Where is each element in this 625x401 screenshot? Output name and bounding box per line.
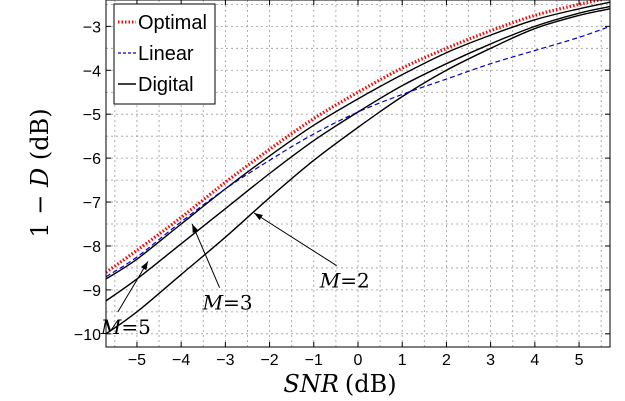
y-tick-labels: −10 −9 −8 −7 −6 −5 −4 −3	[74, 19, 101, 343]
legend-label-optimal: Optimal	[138, 12, 207, 34]
annotation-label-m3: M=3	[202, 291, 253, 315]
x-tick-label: 2	[442, 352, 451, 369]
y-axis-title: 1 − D (dB)	[26, 108, 54, 237]
x-tick-label: 4	[530, 352, 539, 369]
x-axis-variable: SNR	[283, 370, 339, 398]
series-line-linear	[105, 25, 611, 278]
annotations: M=2M=3M=5	[100, 212, 370, 339]
x-tick-label: −1	[305, 352, 323, 369]
annotation-arrow-m2	[253, 212, 338, 267]
x-tick-label: −5	[128, 352, 146, 369]
annotation-arrow-m3	[191, 223, 221, 288]
y-axis-variable: D	[26, 168, 54, 188]
series-group	[105, 0, 611, 335]
legend-label-linear: Linear	[138, 43, 194, 65]
x-tick-label: 0	[354, 352, 363, 369]
annotation-label-m5: M=5	[100, 315, 151, 339]
x-axis-unit: (dB)	[345, 370, 397, 398]
y-tick-label: −7	[83, 195, 101, 212]
annotation-arrow-m5	[117, 261, 149, 313]
x-tick-label: 1	[398, 352, 407, 369]
annotation-variable: M	[100, 315, 122, 339]
y-tick-label: −4	[83, 63, 101, 80]
legend-box	[113, 3, 216, 105]
x-tick-label: 5	[575, 352, 584, 369]
x-tick-label: −4	[172, 352, 190, 369]
y-axis-unit: (dB)	[26, 108, 54, 167]
legend: Optimal Linear Digital	[113, 3, 216, 105]
annotation-variable: M	[319, 269, 341, 293]
y-tick-label: −3	[83, 19, 101, 36]
x-tick-label: 3	[486, 352, 495, 369]
annotation-value: =2	[340, 269, 369, 293]
y-tick-label: −5	[83, 107, 101, 124]
annotation-value: =5	[121, 315, 150, 339]
y-tick-label: −8	[83, 239, 101, 256]
annotation-arrowhead-m3	[192, 224, 199, 233]
series-line-digital-m3	[105, 5, 611, 302]
x-tick-label: −2	[260, 352, 278, 369]
y-tick-label: −10	[74, 327, 101, 344]
y-tick-label: −6	[83, 151, 101, 168]
y-axis-prefix: 1 −	[26, 187, 54, 238]
annotation-arrowhead-m5	[141, 261, 148, 271]
grid	[106, 0, 610, 347]
x-axis-title: SNR (dB)	[283, 370, 396, 398]
annotation-arrowhead-m2	[254, 213, 263, 221]
annotation-variable: M	[202, 291, 224, 315]
legend-label-digital: Digital	[138, 74, 194, 96]
series-line-digital-m5	[105, 1, 611, 280]
axes	[105, 0, 611, 348]
x-tick-label: −3	[216, 352, 234, 369]
x-tick-labels: −5 −4 −3 −2 −1 0 1 2 3 4 5	[128, 352, 584, 369]
y-tick-label: −9	[83, 283, 101, 300]
series-line-digital-m2	[105, 8, 611, 335]
annotation-label-m2: M=2	[319, 269, 370, 293]
annotation-value: =3	[223, 291, 252, 315]
